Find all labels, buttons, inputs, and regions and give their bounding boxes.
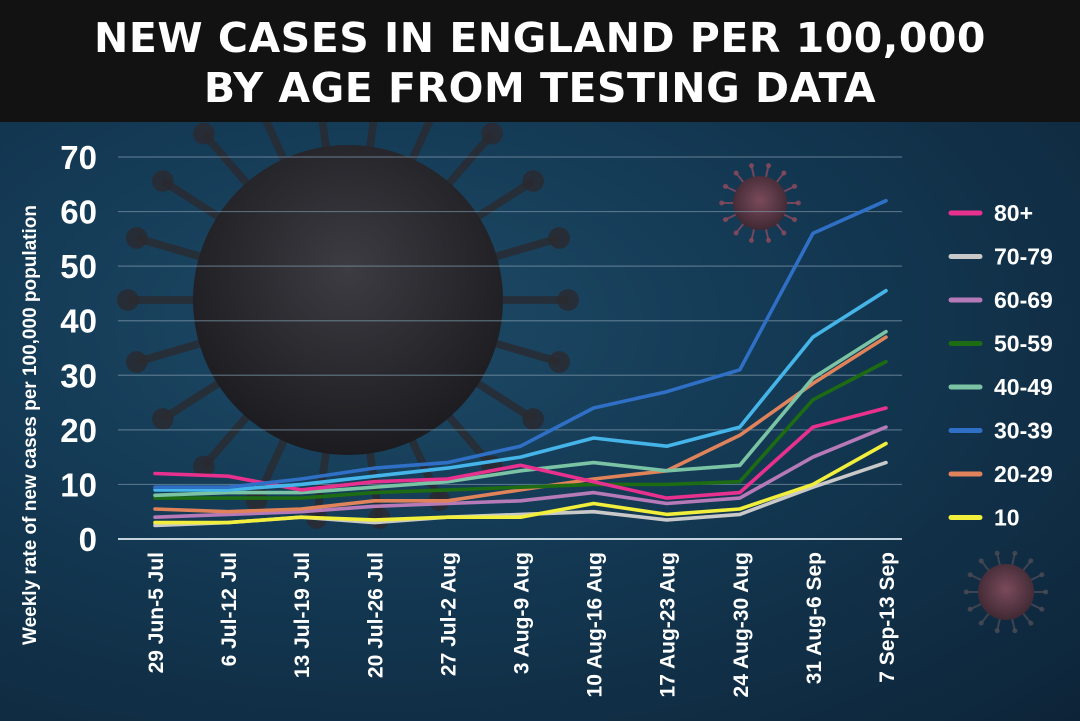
x-tick-label: 6 Jul-12 Jul [218, 552, 241, 666]
series-line-60-69 [153, 425, 888, 520]
chart-title-line-1: NEW CASES IN ENGLAND PER 100,000 [94, 14, 986, 62]
x-tick-label: 7 Sep-13 Sep [876, 552, 899, 683]
series-line-20-29 [153, 335, 888, 514]
y-tick-label: 0 [79, 521, 97, 558]
legend-label: 40-49 [994, 374, 1053, 400]
series-line-10 [153, 441, 888, 525]
x-tick-label: 31 Aug-6 Sep [803, 552, 826, 684]
legend-label: 80+ [994, 200, 1033, 226]
x-axis-ticks: 29 Jun-5 Jul 6 Jul-12 Jul 13 Jul-19 Jul 20 … [145, 552, 899, 697]
series-line-30-39 [153, 198, 888, 490]
x-tick-label: 24 Aug-30 Aug [730, 552, 753, 697]
x-tick-label: 13 Jul-19 Jul [291, 552, 314, 678]
virus-small-icon [719, 163, 801, 243]
y-tick-label: 30 [60, 357, 97, 394]
x-tick-label: 3 Aug-9 Aug [511, 552, 534, 674]
title-banner: NEW CASES IN ENGLAND PER 100,000 BY AGE … [0, 0, 1080, 122]
x-tick-label: 27 Jul-2 Aug [437, 552, 460, 676]
legend-label: 20-29 [994, 461, 1053, 487]
series-lines [153, 198, 888, 528]
y-tick-label: 20 [60, 412, 97, 449]
series-line-40-49 [153, 329, 888, 498]
y-tick-label: 70 [60, 139, 97, 176]
y-axis-ticks: 0 10 20 30 40 50 60 70 [60, 139, 97, 558]
x-tick-label: 29 Jun-5 Jul [145, 552, 168, 673]
y-tick-label: 60 [60, 194, 97, 231]
legend-label: 50-59 [994, 331, 1053, 357]
legend-label: 70-79 [994, 244, 1053, 270]
gridlines [118, 156, 902, 540]
virus-illustration [117, 71, 1049, 634]
y-tick-label: 40 [60, 303, 97, 340]
virus-large-icon [117, 71, 579, 529]
virus-corner-icon [963, 550, 1049, 634]
series-line-unlabelled [153, 288, 888, 492]
legend-label: 10 [994, 505, 1020, 531]
y-tick-label: 10 [60, 466, 97, 503]
y-tick-label: 50 [60, 248, 97, 285]
x-tick-label: 17 Aug-23 Aug [657, 552, 680, 697]
series-line-50-59 [153, 359, 888, 500]
chart-title-line-2: BY AGE FROM TESTING DATA [203, 64, 877, 112]
y-axis-label: Weekly rate of new cases per 100,000 pop… [20, 205, 41, 645]
x-tick-label: 10 Aug-16 Aug [584, 552, 607, 697]
legend-label: 60-69 [994, 287, 1053, 313]
legend: 80+ 70-79 60-69 50-59 40-49 30-39 20-29 10 [948, 200, 1053, 531]
legend-label: 30-39 [994, 418, 1053, 444]
x-tick-label: 20 Jul-26 Jul [364, 552, 387, 678]
